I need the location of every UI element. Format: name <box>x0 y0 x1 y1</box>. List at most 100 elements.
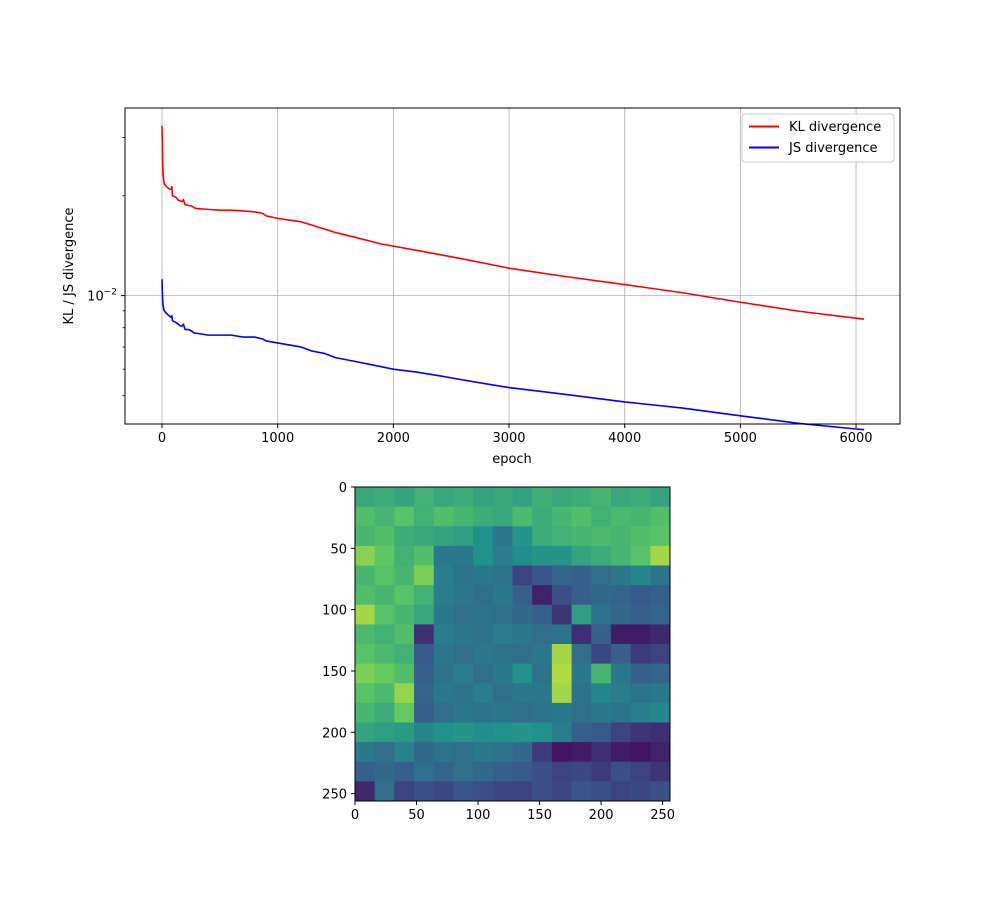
heatmap-cell <box>453 624 474 645</box>
heatmap-cell <box>374 663 395 684</box>
heatmap-cell <box>551 604 572 625</box>
heatmap-cell <box>551 644 572 665</box>
heatmap-cell <box>453 683 474 704</box>
heatmap-cell <box>492 722 513 743</box>
heatmap-cell <box>571 761 592 782</box>
y-axis-label: KL / JS divergence <box>62 208 77 325</box>
heatmap-chart: 0 50 100 150 200 250 0 50 100 150 200 250 <box>322 481 675 823</box>
heatmap-cell <box>571 683 592 704</box>
x-tick-label: 4000 <box>608 431 641 446</box>
heatmap-cell <box>473 722 494 743</box>
heatmap-y-ticks: 0 50 100 150 200 250 <box>322 481 355 803</box>
heatmap-cell <box>355 545 376 566</box>
heatmap-cell <box>414 742 435 763</box>
heatmap-x-ticks: 0 50 100 150 200 250 <box>351 801 675 823</box>
heatmap-cell <box>453 781 474 802</box>
heatmap-cell <box>532 683 553 704</box>
heatmap-cell <box>433 683 454 704</box>
heatmap-cell <box>374 683 395 704</box>
heatmap-cell <box>453 506 474 527</box>
heatmap-y-tick-label: 250 <box>322 788 347 803</box>
heatmap-cell <box>630 526 651 547</box>
heatmap-y-tick-label: 0 <box>339 481 347 496</box>
line-chart-x-ticks: 0 1000 2000 3000 4000 5000 6000 <box>158 424 873 446</box>
heatmap-cell <box>650 487 671 508</box>
heatmap-cell <box>355 663 376 684</box>
heatmap-cell <box>473 545 494 566</box>
heatmap-cell <box>492 506 513 527</box>
heatmap-cell <box>374 781 395 802</box>
heatmap-cell <box>551 781 572 802</box>
heatmap-cell <box>610 604 632 625</box>
heatmap-cell <box>394 702 415 723</box>
heatmap-y-tick-label: 200 <box>322 726 347 741</box>
heatmap-cell <box>414 683 435 704</box>
heatmap-cell <box>492 742 513 763</box>
heatmap-cell <box>473 761 494 782</box>
heatmap-cell <box>571 742 592 763</box>
heatmap-cell <box>610 644 632 665</box>
heatmap-cell <box>473 624 494 645</box>
heatmap-cell <box>355 604 376 625</box>
heatmap-cell <box>394 506 415 527</box>
heatmap-cell <box>630 702 651 723</box>
heatmap-cell <box>355 624 376 645</box>
heatmap-cell <box>355 722 376 743</box>
heatmap-cell <box>532 585 553 606</box>
heatmap-cell <box>630 742 651 763</box>
heatmap-cell <box>571 565 592 586</box>
heatmap-cell <box>610 683 632 704</box>
heatmap-cell <box>551 722 572 743</box>
heatmap-cell <box>610 663 632 684</box>
heatmap-cell <box>374 742 395 763</box>
heatmap-cell <box>591 506 612 527</box>
heatmap-cell <box>551 565 572 586</box>
heatmap-cell <box>551 663 572 684</box>
js-divergence-line <box>161 279 865 431</box>
heatmap-cell <box>591 545 612 566</box>
heatmap-x-tick-label: 100 <box>466 808 491 823</box>
heatmap-cell <box>571 644 592 665</box>
heatmap-cell <box>512 526 533 547</box>
heatmap-cell <box>630 506 651 527</box>
legend-label-js: JS divergence <box>788 141 878 156</box>
heatmap-cell <box>571 545 592 566</box>
heatmap-cell <box>453 663 474 684</box>
heatmap-cell <box>571 781 592 802</box>
heatmap-cell <box>630 565 651 586</box>
heatmap-cell <box>610 506 632 527</box>
heatmap-cell <box>650 624 671 645</box>
heatmap-cell <box>610 702 632 723</box>
heatmap-cell <box>433 644 454 665</box>
heatmap-cell <box>355 526 376 547</box>
heatmap-cell <box>492 702 513 723</box>
heatmap-cell <box>453 585 474 606</box>
heatmap-cell <box>630 487 651 508</box>
heatmap-cell <box>473 526 494 547</box>
heatmap-cell <box>532 506 553 527</box>
heatmap-cell <box>571 585 592 606</box>
heatmap-cell <box>492 663 513 684</box>
heatmap-cell <box>394 526 415 547</box>
heatmap-cell <box>453 644 474 665</box>
heatmap-cell <box>591 565 612 586</box>
heatmap-cell <box>512 545 533 566</box>
heatmap-cell <box>394 604 415 625</box>
heatmap-cell <box>610 585 632 606</box>
heatmap-cell <box>473 683 494 704</box>
heatmap-cell <box>433 761 454 782</box>
heatmap-cell <box>374 624 395 645</box>
heatmap-cell <box>650 761 671 782</box>
heatmap-cell <box>591 722 612 743</box>
heatmap-cell <box>394 742 415 763</box>
heatmap-cell <box>414 545 435 566</box>
heatmap-cell <box>630 683 651 704</box>
heatmap-cell <box>433 722 454 743</box>
heatmap-x-tick-label: 150 <box>527 808 552 823</box>
heatmap-cell <box>414 663 435 684</box>
heatmap-cell <box>532 565 553 586</box>
heatmap-cell <box>394 663 415 684</box>
heatmap-cell <box>630 644 651 665</box>
heatmap-cell <box>414 761 435 782</box>
